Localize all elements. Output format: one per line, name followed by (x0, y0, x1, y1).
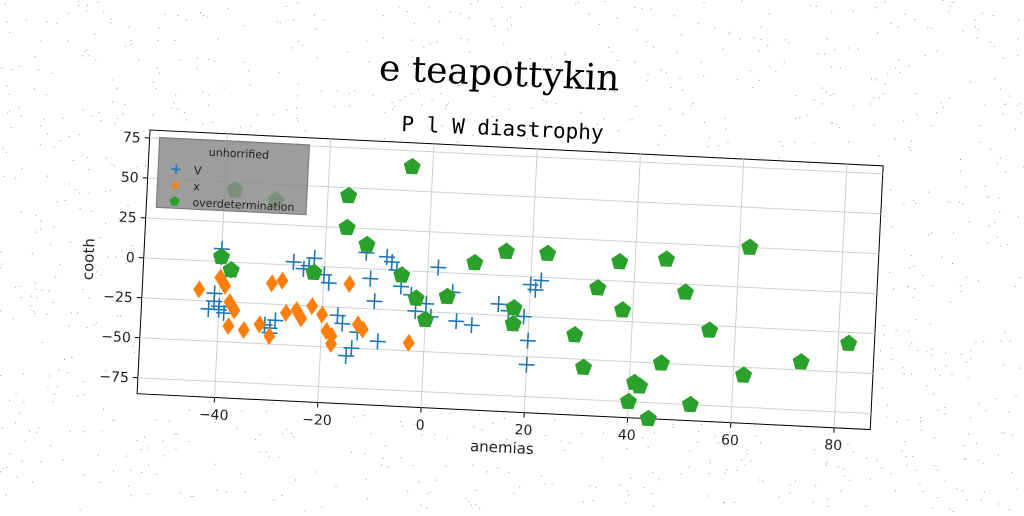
x-tick-label: −40 (199, 407, 229, 424)
y-axis-label: cooth (79, 238, 99, 281)
x-axis-label: anemias (470, 437, 535, 458)
x-tick-label: 20 (514, 422, 533, 439)
y-tick-label: −50 (101, 329, 131, 346)
x-tick-label: 40 (617, 427, 636, 444)
y-tick-label: 50 (120, 170, 139, 187)
x-tick-label: 60 (721, 432, 740, 449)
legend-label: V (194, 164, 203, 177)
y-tick-label: 75 (122, 130, 141, 147)
y-tick-label: 0 (125, 250, 135, 266)
y-tick-label: −25 (103, 289, 133, 306)
y-tick-label: −75 (99, 369, 129, 386)
x-tick-label: 0 (415, 417, 425, 433)
x-tick-label: 80 (824, 437, 843, 454)
legend-label: x (193, 180, 201, 193)
y-tick-label: 25 (118, 210, 137, 227)
x-tick-label: −20 (302, 412, 332, 429)
